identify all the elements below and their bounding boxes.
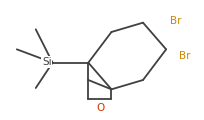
Text: Br: Br <box>170 16 182 26</box>
Text: Br: Br <box>179 51 190 61</box>
Text: Si: Si <box>42 57 52 67</box>
Text: O: O <box>96 103 104 113</box>
